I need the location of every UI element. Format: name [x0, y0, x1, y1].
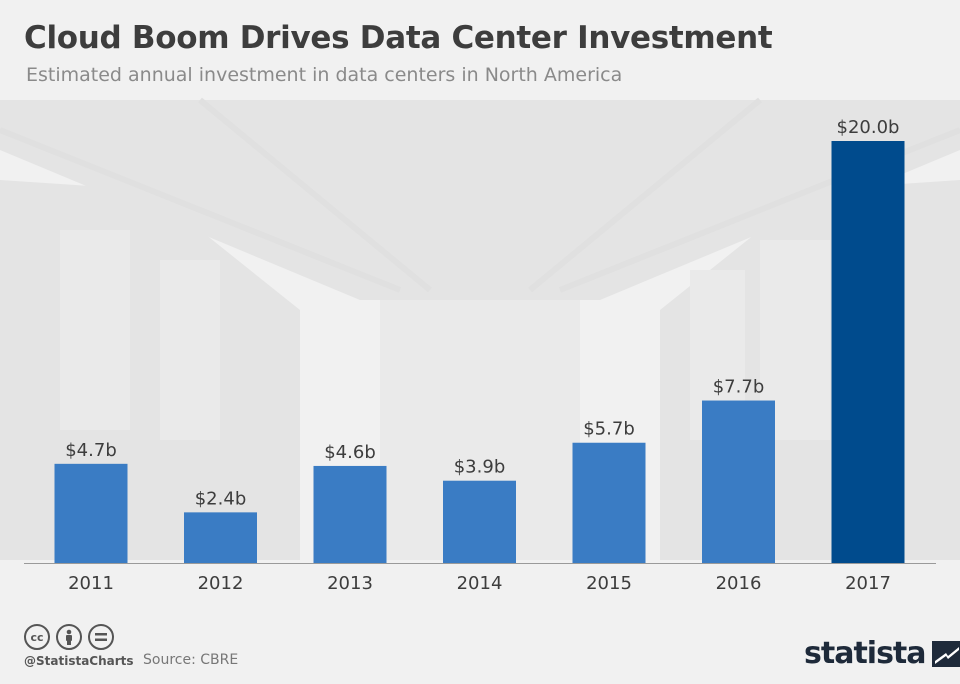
value-label-2013: $4.6b: [324, 442, 376, 463]
x-tick-label-2011: 2011: [68, 573, 114, 594]
x-tick-label-2015: 2015: [586, 573, 632, 594]
value-label-2012: $2.4b: [195, 488, 247, 509]
x-tick-label-2012: 2012: [198, 573, 244, 594]
creative-commons-icon: cc: [24, 624, 50, 650]
bar-2013: [313, 465, 387, 563]
bar-2014: [443, 480, 516, 563]
x-tick-label-2013: 2013: [327, 573, 373, 594]
bar-2015: [572, 442, 646, 563]
value-label-2016: $7.7b: [713, 377, 765, 398]
x-tick-label-2014: 2014: [457, 573, 503, 594]
x-tick-label-2016: 2016: [716, 573, 762, 594]
bar-2011: [54, 463, 128, 563]
x-tick-label-2017: 2017: [845, 573, 891, 594]
twitter-handle[interactable]: @StatistaCharts: [24, 654, 134, 668]
bar-2017: [831, 141, 905, 563]
chart-title: Cloud Boom Drives Data Center Investment: [24, 20, 773, 56]
statista-logo[interactable]: statista: [804, 636, 960, 671]
statista-logo-icon: [931, 640, 960, 667]
bar-2016: [702, 400, 775, 563]
attribution-icon: [56, 624, 82, 650]
value-label-2014: $3.9b: [454, 457, 506, 478]
source-note: Source: CBRE: [143, 652, 239, 668]
chart-subtitle: Estimated annual investment in data cent…: [26, 64, 623, 86]
value-label-2011: $4.7b: [65, 440, 117, 461]
value-label-2015: $5.7b: [583, 419, 635, 440]
value-label-2017: $20.0b: [837, 117, 900, 138]
no-derivatives-icon: [88, 624, 114, 650]
brand-name: statista: [804, 636, 927, 671]
bar-2012: [184, 512, 257, 563]
license-icons: cc: [24, 624, 114, 650]
